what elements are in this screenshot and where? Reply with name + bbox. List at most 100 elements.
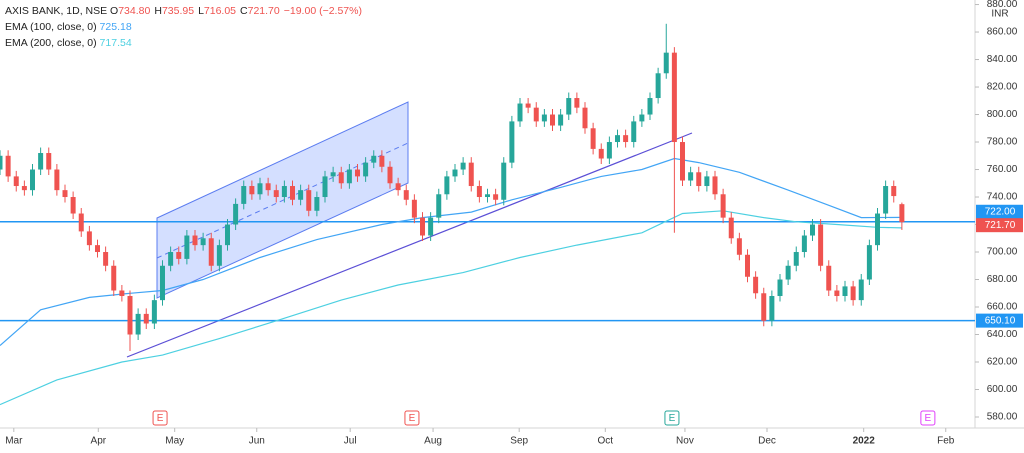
candle-body: [736, 238, 742, 255]
candle-body: [428, 217, 434, 236]
channel-midline: [156, 142, 409, 259]
candle-body: [290, 186, 295, 200]
candle-body: [330, 172, 336, 177]
candle-body: [46, 153, 52, 170]
y-tick-label: 860.00: [987, 27, 1018, 38]
legend-key: L: [198, 5, 204, 17]
price-label: 650.10: [985, 315, 1016, 326]
x-tick-label: Jun: [249, 436, 265, 447]
candle-body: [379, 155, 385, 167]
candle-body: [525, 103, 531, 108]
y-tick-label: 780.00: [987, 137, 1018, 148]
x-tick-label: 2022: [853, 436, 876, 447]
candle-body: [355, 169, 360, 177]
legend-key: C: [240, 5, 248, 17]
x-tick-label: Jul: [344, 436, 357, 447]
x-tick-label: Feb: [937, 436, 955, 447]
candle-body: [696, 172, 702, 187]
candle-body: [818, 224, 824, 266]
legend-value: 721.70: [247, 5, 280, 17]
legend-change: −19.00 (−2.57%): [283, 5, 362, 17]
y-tick-label: 700.00: [987, 247, 1018, 258]
candle-body: [517, 103, 523, 122]
candle-body: [452, 169, 458, 177]
candle-body: [0, 155, 3, 170]
candle-body: [769, 296, 775, 321]
earnings-label: E: [157, 413, 164, 424]
candle-body: [574, 98, 580, 108]
candle-body: [639, 114, 645, 122]
candle-body: [834, 290, 840, 297]
candle-body: [225, 224, 230, 246]
y-tick-label: 760.00: [987, 164, 1018, 175]
candle-body: [590, 128, 596, 149]
candle-body: [623, 135, 629, 143]
x-tick-label: May: [165, 436, 184, 447]
candle-body: [265, 183, 271, 191]
y-tick-label: 820.00: [987, 82, 1018, 93]
candle-body: [598, 148, 604, 159]
candle-body: [647, 98, 653, 115]
candle-body: [680, 142, 685, 181]
legend-value: 725.18: [99, 21, 132, 33]
candle-body: [761, 293, 767, 321]
candle-body: [70, 197, 76, 214]
y-tick-label: 580.00: [987, 412, 1018, 423]
y-tick-label: 740.00: [987, 192, 1018, 203]
candle-body: [493, 194, 499, 200]
earnings-marker: [152, 410, 168, 426]
candle-body: [688, 172, 694, 181]
candle-body: [200, 238, 206, 246]
candle-body: [281, 186, 287, 198]
candle-body: [533, 107, 539, 122]
candle-body: [842, 286, 848, 297]
x-tick-label: Mar: [5, 436, 23, 447]
x-tick-label: Apr: [91, 436, 107, 447]
candle-body: [883, 186, 889, 214]
price-label-box: [976, 313, 1023, 328]
candle-body: [712, 176, 718, 195]
earnings-label: E: [925, 413, 932, 424]
legend-key: H: [154, 5, 162, 17]
price-label: 722.00: [985, 206, 1016, 217]
candle-body: [444, 176, 450, 195]
candle-body: [801, 235, 807, 253]
candle-body: [476, 186, 482, 198]
ema-line: [0, 210, 902, 406]
y-tick-label: 880.00: [987, 0, 1018, 10]
candle-body: [850, 286, 856, 301]
candle-body: [485, 194, 490, 198]
ema-legend: EMA (100, close, 0) 725.18 EMA (200, clos…: [5, 19, 366, 51]
candle-body: [241, 186, 247, 204]
legend-value: 734.80: [118, 5, 151, 17]
candle-body: [30, 169, 35, 191]
candle-body: [558, 114, 564, 126]
earnings-marker: [920, 410, 936, 426]
candle-body: [509, 121, 515, 163]
candle-body: [387, 166, 393, 184]
candle-body: [298, 190, 304, 200]
candle-body: [160, 265, 165, 301]
earnings-label: E: [409, 413, 416, 424]
candle-body: [38, 153, 44, 170]
candle-body: [151, 300, 157, 324]
candle-body: [95, 245, 100, 253]
candle-body: [411, 199, 417, 218]
candle-body: [826, 265, 832, 291]
candle-body: [322, 176, 328, 198]
candle-body: [395, 183, 401, 191]
candle-body: [550, 114, 555, 126]
trend-line: [126, 132, 693, 358]
candle-body: [582, 107, 588, 129]
candle-body: [436, 194, 442, 218]
candle-body: [143, 313, 149, 324]
candle-body: [249, 186, 255, 195]
x-tick-label: Sep: [510, 436, 528, 447]
symbol: AXIS BANK, 1D, NSE: [5, 5, 108, 17]
candle-body: [606, 142, 612, 159]
y-tick-label: 640.00: [987, 329, 1018, 340]
candle-body: [899, 204, 905, 223]
